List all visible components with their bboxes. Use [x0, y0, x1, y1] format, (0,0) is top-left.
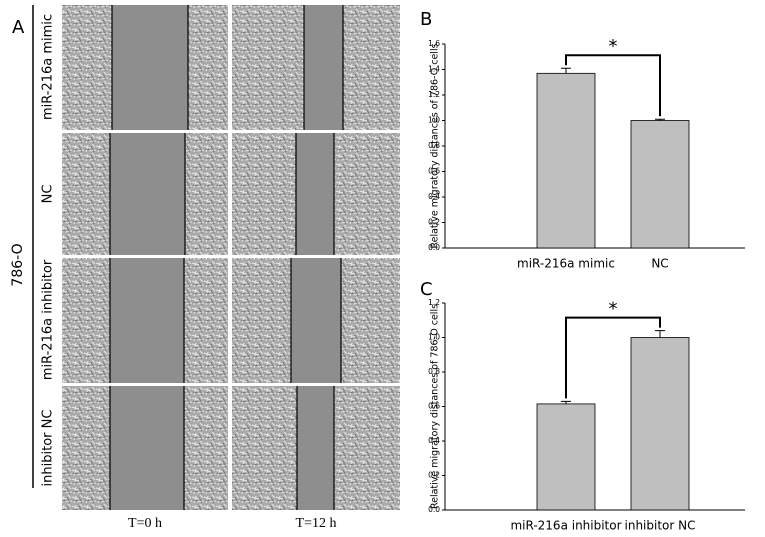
x-tick-label: inhibitor NC	[625, 519, 696, 533]
bar	[630, 337, 690, 511]
panel-label: B	[420, 9, 432, 30]
y-tick-label: 1.0	[428, 333, 440, 342]
y-tick-label: 1.4	[428, 65, 440, 74]
y-tick-label: 0.6	[428, 402, 440, 411]
row-label: inhibitor NC	[41, 410, 56, 487]
bar	[536, 72, 596, 249]
error-bar	[561, 400, 571, 404]
wound-area	[297, 386, 334, 510]
y-tick-label: 0.2	[428, 218, 440, 227]
y-tick-label: 0.2	[428, 471, 440, 480]
wound-area	[110, 258, 184, 383]
error-bar	[561, 67, 571, 74]
significance-bracket	[565, 54, 661, 117]
column-label: T=12 h	[296, 516, 337, 531]
y-axis-label: Relative migratory distances of 786-O ce…	[430, 43, 441, 248]
x-tick-label: NC	[651, 257, 668, 271]
bar	[630, 120, 690, 249]
error-bar	[655, 330, 665, 338]
row-label: miR-216a inhibitor	[41, 259, 56, 380]
y-tick-label: 0.4	[428, 192, 440, 201]
wound-area	[110, 133, 185, 255]
wound-area	[296, 133, 334, 255]
bar	[536, 403, 596, 511]
row-label: NC	[41, 185, 56, 204]
row-label: miR-216a mimic	[41, 14, 56, 120]
panel-a: A 786-O miR-216a mimic NC miR-216a inhib…	[10, 5, 400, 531]
y-tick-label: 1.2	[428, 90, 440, 99]
x-tick-label: miR-216a inhibitor	[510, 519, 621, 533]
wound-area	[291, 258, 341, 383]
y-axis-label: Relative migratory distances of 786-O ce…	[430, 304, 441, 509]
x-tick-label: miR-216a mimic	[517, 257, 615, 271]
column-label: T=0 h	[128, 516, 162, 531]
wound-area	[110, 386, 184, 510]
significance-mark: *	[609, 36, 618, 57]
error-bar	[655, 118, 665, 121]
panel-label: A	[12, 17, 25, 38]
panel-label: C	[420, 279, 433, 300]
wound-area	[112, 5, 188, 130]
y-tick-label: 1.2	[428, 298, 440, 307]
cell-line-label: 786-O	[10, 243, 26, 286]
y-tick-label: 1.6	[428, 39, 440, 48]
y-tick-label: 0.0	[428, 243, 440, 252]
wound-area	[304, 5, 343, 130]
y-tick-label: 0.0	[428, 505, 440, 514]
y-tick-label: 0.8	[428, 367, 440, 376]
y-tick-label: 0.6	[428, 167, 440, 176]
significance-bracket	[565, 316, 661, 399]
y-tick-label: 0.8	[428, 141, 440, 150]
significance-mark: *	[609, 299, 618, 320]
y-tick-label: 1.0	[428, 116, 440, 125]
y-tick-label: 0.4	[428, 436, 440, 445]
